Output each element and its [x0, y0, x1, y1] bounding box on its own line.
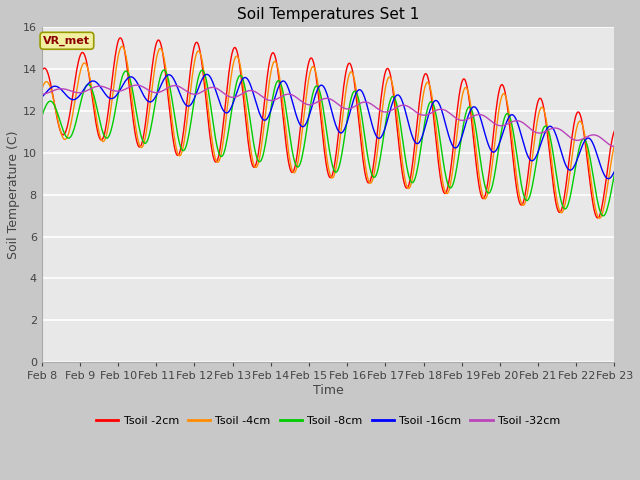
Line: Tsoil -32cm: Tsoil -32cm [42, 85, 614, 146]
Tsoil -32cm [196, 90, 204, 96]
Tsoil -8cm [399, 136, 406, 142]
Tsoil -2cm [38, 68, 45, 74]
Tsoil -4cm [399, 161, 406, 167]
Tsoil -2cm [415, 100, 423, 106]
Tsoil -32cm [132, 82, 140, 88]
Tsoil -16cm [415, 140, 423, 145]
Tsoil -16cm [48, 84, 56, 90]
Tsoil -4cm [611, 142, 618, 148]
Tsoil -8cm [611, 171, 618, 177]
Tsoil -8cm [38, 114, 45, 120]
Tsoil -16cm [38, 95, 45, 100]
Tsoil -32cm [48, 88, 56, 94]
Tsoil -8cm [196, 69, 204, 75]
Title: Soil Temperatures Set 1: Soil Temperatures Set 1 [237, 7, 419, 22]
Tsoil -16cm [611, 168, 618, 174]
Tsoil -8cm [161, 67, 168, 73]
Line: Tsoil -16cm: Tsoil -16cm [42, 74, 614, 179]
Tsoil -32cm [415, 111, 423, 117]
Tsoil -16cm [399, 99, 406, 105]
Tsoil -16cm [203, 72, 211, 77]
Tsoil -32cm [38, 91, 45, 97]
Tsoil -32cm [399, 102, 406, 108]
Tsoil -32cm [107, 87, 115, 93]
Tsoil -8cm [600, 213, 607, 219]
Tsoil -4cm [415, 122, 423, 128]
Tsoil -2cm [107, 86, 115, 92]
Tsoil -2cm [611, 128, 618, 134]
Tsoil -8cm [107, 128, 115, 133]
Tsoil -8cm [415, 155, 423, 161]
Tsoil -16cm [604, 176, 612, 181]
Tsoil -4cm [196, 50, 204, 56]
Tsoil -2cm [166, 112, 174, 118]
Legend: Tsoil -2cm, Tsoil -4cm, Tsoil -8cm, Tsoil -16cm, Tsoil -32cm: Tsoil -2cm, Tsoil -4cm, Tsoil -8cm, Tsoi… [92, 411, 564, 430]
Tsoil -16cm [196, 83, 204, 88]
Tsoil -32cm [166, 84, 174, 90]
Tsoil -4cm [595, 216, 603, 221]
Line: Tsoil -4cm: Tsoil -4cm [42, 47, 614, 218]
Y-axis label: Soil Temperature (C): Soil Temperature (C) [7, 131, 20, 259]
Tsoil -16cm [165, 72, 173, 78]
Tsoil -2cm [594, 215, 602, 221]
Tsoil -4cm [48, 90, 56, 96]
Tsoil -2cm [116, 35, 124, 41]
Tsoil -2cm [48, 88, 56, 94]
Tsoil -2cm [196, 49, 204, 55]
Tsoil -32cm [611, 144, 618, 149]
Tsoil -2cm [399, 172, 406, 178]
Tsoil -8cm [166, 84, 174, 90]
Line: Tsoil -8cm: Tsoil -8cm [42, 70, 614, 216]
Tsoil -16cm [107, 96, 115, 101]
X-axis label: Time: Time [313, 384, 344, 397]
Tsoil -4cm [166, 99, 174, 105]
Tsoil -4cm [118, 44, 126, 49]
Line: Tsoil -2cm: Tsoil -2cm [42, 38, 614, 218]
Tsoil -8cm [48, 99, 56, 105]
Text: VR_met: VR_met [44, 36, 90, 46]
Tsoil -4cm [107, 105, 115, 111]
Tsoil -4cm [38, 87, 45, 93]
